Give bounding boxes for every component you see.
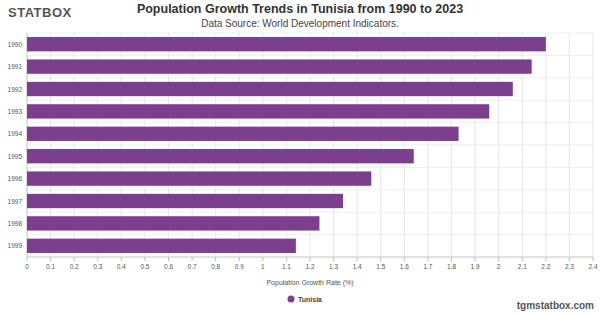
bars xyxy=(27,37,546,253)
category-label: 1992 xyxy=(8,86,23,93)
bar xyxy=(27,37,546,51)
tick-label: 2.3 xyxy=(565,263,574,270)
tick-label: 1.5 xyxy=(376,263,385,270)
tick-label: 1.7 xyxy=(423,263,432,270)
bar xyxy=(27,194,343,208)
legend-swatch xyxy=(288,296,295,303)
category-label: 1990 xyxy=(8,41,23,48)
tick-mark xyxy=(215,257,216,261)
category-label: 1991 xyxy=(8,63,23,70)
grid-line xyxy=(593,33,594,257)
tick-mark xyxy=(239,257,240,261)
tick-mark xyxy=(427,257,428,261)
grid-line xyxy=(569,33,570,257)
legend-label: Tunisia xyxy=(298,296,322,303)
tick-label: 1.6 xyxy=(400,263,409,270)
tick-mark xyxy=(262,257,263,261)
tick-mark xyxy=(27,257,28,261)
bar xyxy=(27,104,489,118)
axis-label: Population Growth Rate (%) xyxy=(266,279,353,287)
tick-label: 1.3 xyxy=(329,263,338,270)
tick-mark xyxy=(192,257,193,261)
tick-mark xyxy=(451,257,452,261)
bar xyxy=(27,216,319,230)
legend: Tunisia xyxy=(288,296,323,303)
category-label: 1996 xyxy=(8,175,23,182)
category-label: 1998 xyxy=(8,220,23,227)
bar xyxy=(27,149,414,163)
tick-label: 0.9 xyxy=(235,263,244,270)
website: tgmstatbox.com xyxy=(517,300,594,311)
tick-mark xyxy=(121,257,122,261)
tick-mark xyxy=(50,257,51,261)
tick-mark xyxy=(168,257,169,261)
tick-mark xyxy=(333,257,334,261)
category-label: 1999 xyxy=(8,242,23,249)
chart-container: STATBOX Population Growth Trends in Tunis… xyxy=(0,0,600,314)
bar xyxy=(27,239,296,253)
tick-mark xyxy=(593,257,594,261)
tick-label: 2.2 xyxy=(541,263,550,270)
category-label: 1994 xyxy=(8,130,23,137)
category-label: 1997 xyxy=(8,198,23,205)
tick-label: 0.8 xyxy=(211,263,220,270)
chart-svg: STATBOX Population Growth Trends in Tunis… xyxy=(0,0,600,314)
tick-mark xyxy=(357,257,358,261)
bar xyxy=(27,82,513,96)
tick-label: 0.2 xyxy=(70,263,79,270)
tick-label: 1.8 xyxy=(447,263,456,270)
tick-mark xyxy=(310,257,311,261)
tick-mark xyxy=(498,257,499,261)
tick-mark xyxy=(144,257,145,261)
tick-mark xyxy=(569,257,570,261)
tick-label: 2 xyxy=(497,263,501,270)
category-label: 1995 xyxy=(8,153,23,160)
tick-label: 0.1 xyxy=(46,263,55,270)
tick-label: 1.2 xyxy=(305,263,314,270)
tick-mark xyxy=(74,257,75,261)
tick-mark xyxy=(97,257,98,261)
bar xyxy=(27,171,371,185)
tick-label: 0.4 xyxy=(117,263,126,270)
tick-label: 1.9 xyxy=(471,263,480,270)
subtitle: Data Source: World Development Indicator… xyxy=(201,18,399,29)
bar xyxy=(27,127,459,141)
category-label: 1993 xyxy=(8,108,23,115)
tick-label: 2.1 xyxy=(518,263,527,270)
row-separator xyxy=(27,257,593,258)
tick-label: 1.4 xyxy=(353,263,362,270)
tick-mark xyxy=(286,257,287,261)
title: Population Growth Trends in Tunisia from… xyxy=(137,2,463,16)
bar xyxy=(27,59,532,73)
grid-line xyxy=(545,33,546,257)
tick-mark xyxy=(404,257,405,261)
tick-label: 0.3 xyxy=(93,263,102,270)
tick-label: 0.7 xyxy=(188,263,197,270)
tick-mark xyxy=(380,257,381,261)
x-axis-line xyxy=(27,257,593,258)
tick-mark xyxy=(522,257,523,261)
tick-mark xyxy=(475,257,476,261)
tick-label: 1.1 xyxy=(282,263,291,270)
tick-label: 0.6 xyxy=(164,263,173,270)
tick-label: 2.4 xyxy=(588,263,597,270)
tick-label: 0.5 xyxy=(140,263,149,270)
tick-mark xyxy=(545,257,546,261)
tick-label: 0 xyxy=(25,263,29,270)
logo: STATBOX xyxy=(8,5,72,20)
tick-label: 1 xyxy=(261,263,265,270)
